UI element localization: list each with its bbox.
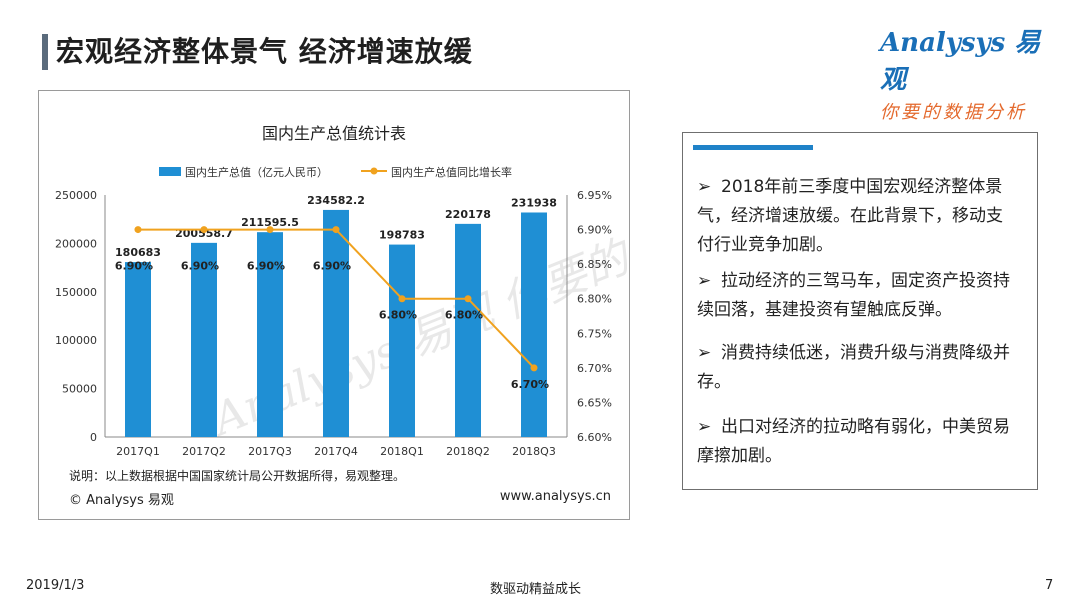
logo-tagline: 你要的数据分析: [880, 102, 1027, 123]
chart-website: www.analysys.cn: [499, 489, 611, 504]
growth-rate-label: 6.70%: [511, 378, 549, 391]
growth-rate-label: 6.80%: [445, 309, 483, 322]
y-right-tick-label: 6.85%: [577, 258, 612, 271]
y-left-tick-label: 250000: [55, 189, 97, 202]
analysys-logo: Analysys 易观 你要的数据分析: [880, 22, 1060, 123]
y-right-tick-label: 6.90%: [577, 224, 612, 237]
chart-note: 说明：以上数据根据中国国家统计局公开数据所得，易观整理。: [69, 469, 406, 483]
chart-title: 国内生产总值统计表: [262, 124, 406, 143]
growth-rate-label: 6.90%: [313, 260, 351, 273]
summary-bullet-4: ➢ 出口对经济的拉动略有弱化，中美贸易摩擦加剧。: [697, 413, 1017, 471]
growth-rate-label: 6.90%: [115, 260, 153, 273]
legend-bar-swatch: [159, 167, 181, 176]
x-tick-label: 2017Q1: [116, 445, 160, 458]
summary-bullet-text: 出口对经济的拉动略有弱化，中美贸易摩擦加剧。: [697, 417, 1010, 466]
y-right-tick-label: 6.65%: [577, 396, 612, 409]
summary-panel: ➢ 2018年前三季度中国宏观经济整体景气，经济增速放缓。在此背景下，移动支付行业…: [682, 132, 1038, 490]
footer-slogan: 数驱动精益成长: [490, 582, 582, 597]
x-tick-label: 2017Q4: [314, 445, 358, 458]
gdp-bar-value-label: 198783: [379, 229, 425, 242]
growth-rate-point: [464, 295, 472, 303]
growth-rate-point: [530, 364, 538, 372]
y-left-tick-label: 100000: [55, 334, 97, 347]
summary-bullet-2: ➢ 拉动经济的三驾马车，固定资产投资持续回落，基建投资有望触底反弹。: [697, 267, 1017, 325]
growth-rate-point: [266, 226, 274, 234]
growth-rate-label: 6.90%: [247, 260, 285, 273]
y-right-tick-label: 6.60%: [577, 431, 612, 444]
gdp-bar-value-label: 231938: [511, 196, 557, 209]
y-right-tick-label: 6.95%: [577, 189, 612, 202]
legend-bar-label: 国内生产总值（亿元人民币）: [185, 165, 328, 179]
page-number: 7: [1045, 578, 1054, 593]
logo-wordmark: Analysys 易观: [880, 28, 1041, 95]
summary-bullet-text: 2018年前三季度中国宏观经济整体景气，经济增速放缓。在此背景下，移动支付行业竞…: [697, 177, 1003, 255]
summary-bullet-text: 拉动经济的三驾马车，固定资产投资持续回落，基建投资有望触底反弹。: [697, 271, 1010, 320]
growth-rate-point: [332, 226, 340, 234]
summary-bullet-3: ➢ 消费持续低迷，消费升级与消费降级并存。: [697, 339, 1017, 397]
gdp-bar-value-label: 180683: [115, 246, 161, 259]
legend-line-marker: [370, 167, 378, 175]
page-title: 宏观经济整体景气 经济增速放缓: [56, 35, 473, 68]
y-right-tick-label: 6.80%: [577, 293, 612, 306]
y-right-tick-label: 6.70%: [577, 362, 612, 375]
y-left-tick-label: 200000: [55, 237, 97, 250]
growth-rate-point: [200, 226, 208, 234]
y-left-tick-label: 50000: [62, 383, 97, 396]
x-tick-label: 2018Q3: [512, 445, 556, 458]
gdp-bar: [521, 212, 547, 437]
chart-copyright: © Analysys 易观: [69, 493, 174, 508]
gdp-bar: [191, 242, 217, 437]
growth-rate-point: [398, 295, 406, 303]
arrow-bullet-icon: ➢: [697, 177, 712, 197]
title-accent-bar: [42, 34, 48, 70]
gdp-bar-value-label: 211595.5: [241, 216, 299, 229]
growth-rate-point: [134, 226, 142, 234]
x-tick-label: 2018Q1: [380, 445, 424, 458]
x-tick-label: 2017Q2: [182, 445, 226, 458]
x-tick-label: 2017Q3: [248, 445, 292, 458]
summary-bullet-text: 消费持续低迷，消费升级与消费降级并存。: [697, 343, 1010, 392]
summary-bullet-1: ➢ 2018年前三季度中国宏观经济整体景气，经济增速放缓。在此背景下，移动支付行业…: [697, 173, 1017, 260]
legend-line-label: 国内生产总值同比增长率: [391, 165, 512, 179]
gdp-bar: [257, 232, 283, 437]
gdp-bar: [455, 223, 481, 437]
y-left-tick-label: 150000: [55, 286, 97, 299]
arrow-bullet-icon: ➢: [697, 343, 712, 363]
y-right-tick-label: 6.75%: [577, 327, 612, 340]
gdp-chart-panel: 国内生产总值统计表 国内生产总值（亿元人民币） 国内生产总值同比增长率 Analysy…: [38, 90, 630, 520]
summary-accent-line: [693, 145, 813, 150]
arrow-bullet-icon: ➢: [697, 271, 712, 291]
x-tick-label: 2018Q2: [446, 445, 490, 458]
growth-rate-label: 6.80%: [379, 309, 417, 322]
y-left-tick-label: 0: [90, 431, 97, 444]
gdp-bar-value-label: 234582.2: [307, 194, 365, 207]
gdp-bar: [125, 262, 151, 437]
gdp-bar-value-label: 220178: [445, 208, 491, 221]
gdp-bar: [389, 244, 415, 437]
footer-date: 2019/1/3: [26, 578, 85, 593]
gdp-bar: [323, 209, 349, 437]
arrow-bullet-icon: ➢: [697, 417, 712, 437]
growth-rate-label: 6.90%: [181, 260, 219, 273]
